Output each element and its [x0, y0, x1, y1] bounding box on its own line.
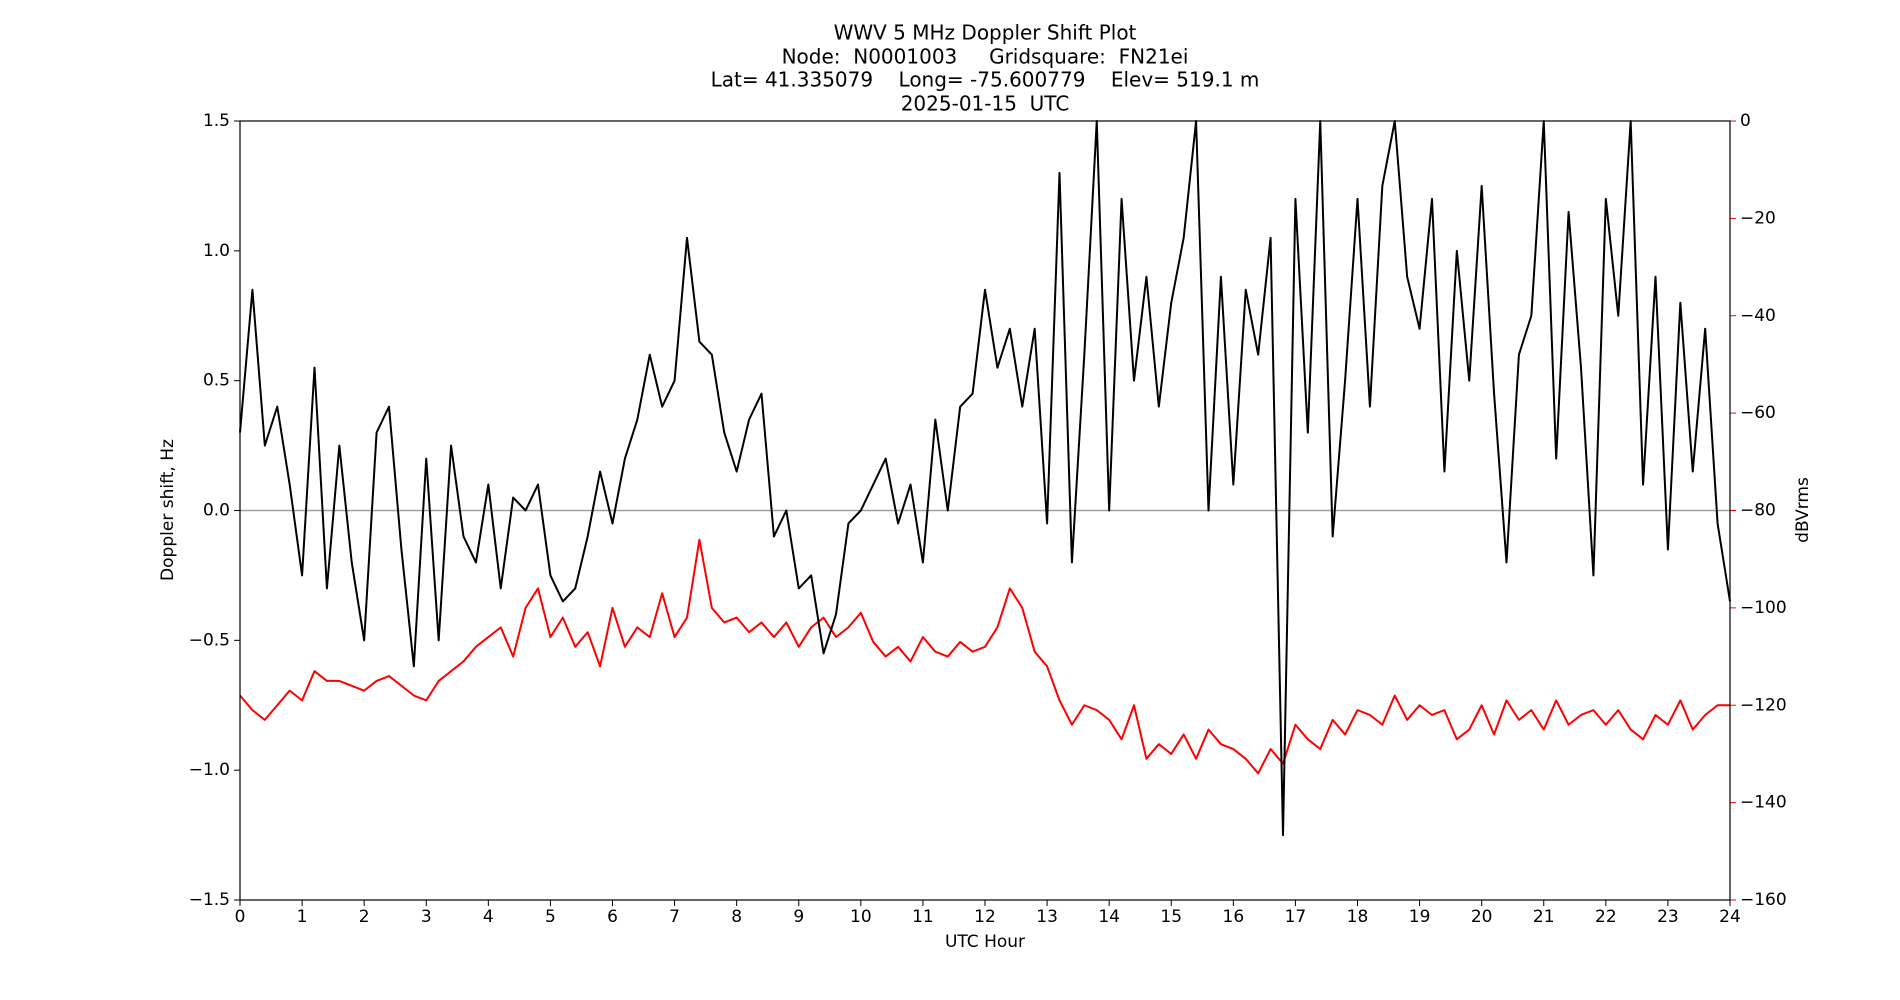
x-tick-label: 9: [793, 907, 804, 927]
x-tick-label: 23: [1657, 907, 1679, 927]
x-tick-label: 17: [1285, 907, 1307, 927]
x-tick-label: 4: [483, 907, 494, 927]
y-tick-label: 1.0: [203, 241, 230, 261]
x-tick-label: 7: [669, 907, 680, 927]
x-tick-label: 20: [1471, 907, 1493, 927]
x-tick-label: 14: [1098, 907, 1120, 927]
chart-title: WWV 5 MHz Doppler Shift Plot: [834, 21, 1137, 45]
y2-axis-label: dBVrms: [1793, 477, 1813, 543]
x-tick-label: 11: [912, 907, 934, 927]
y2-tick-label: −20: [1740, 208, 1776, 228]
x-tick-label: 22: [1595, 907, 1617, 927]
y-tick-label: −0.5: [189, 630, 230, 650]
y-tick-label: 0.5: [203, 371, 230, 391]
series-line: [239, 120, 1731, 837]
x-tick-label: 6: [607, 907, 618, 927]
y2-tick-label: −120: [1740, 695, 1787, 715]
x-tick-label: 3: [421, 907, 432, 927]
x-tick-label: 10: [850, 907, 872, 927]
y2-tick-label: 0: [1740, 111, 1751, 131]
x-tick-label: 0: [235, 907, 246, 927]
x-tick-label: 15: [1160, 907, 1182, 927]
x-axis-label: UTC Hour: [945, 932, 1025, 952]
chart-subtitle: Lat= 41.335079 Long= -75.600779 Elev= 51…: [711, 68, 1260, 92]
x-tick-label: 13: [1036, 907, 1058, 927]
x-tick-label: 19: [1409, 907, 1431, 927]
x-tick-label: 5: [545, 907, 556, 927]
chart-subtitle: 2025-01-15 UTC: [901, 92, 1070, 116]
y-tick-label: 1.5: [203, 111, 230, 131]
y2-tick-label: −40: [1740, 306, 1776, 326]
x-tick-label: 12: [974, 907, 996, 927]
y-tick-label: 0.0: [203, 501, 230, 521]
x-tick-label: 18: [1347, 907, 1369, 927]
y-axis-label: Doppler shift, Hz: [158, 439, 178, 581]
plot-frame: [239, 120, 1731, 901]
x-tick-label: 24: [1719, 907, 1741, 927]
y2-tick-label: −100: [1740, 598, 1787, 618]
y2-tick-label: −140: [1740, 793, 1787, 813]
series-line: [239, 538, 1730, 775]
y2-tick-label: −60: [1740, 403, 1776, 423]
x-tick-label: 1: [297, 907, 308, 927]
y-tick-label: −1.0: [189, 760, 230, 780]
chart-subtitle: Node: N0001003 Gridsquare: FN21ei: [782, 45, 1189, 69]
x-tick-label: 16: [1223, 907, 1245, 927]
x-tick-label: 21: [1533, 907, 1555, 927]
y2-tick-label: −160: [1740, 890, 1787, 910]
x-tick-label: 8: [731, 907, 742, 927]
y-tick-label: −1.5: [189, 890, 230, 910]
y2-tick-label: −80: [1740, 501, 1776, 521]
x-tick-label: 2: [359, 907, 370, 927]
